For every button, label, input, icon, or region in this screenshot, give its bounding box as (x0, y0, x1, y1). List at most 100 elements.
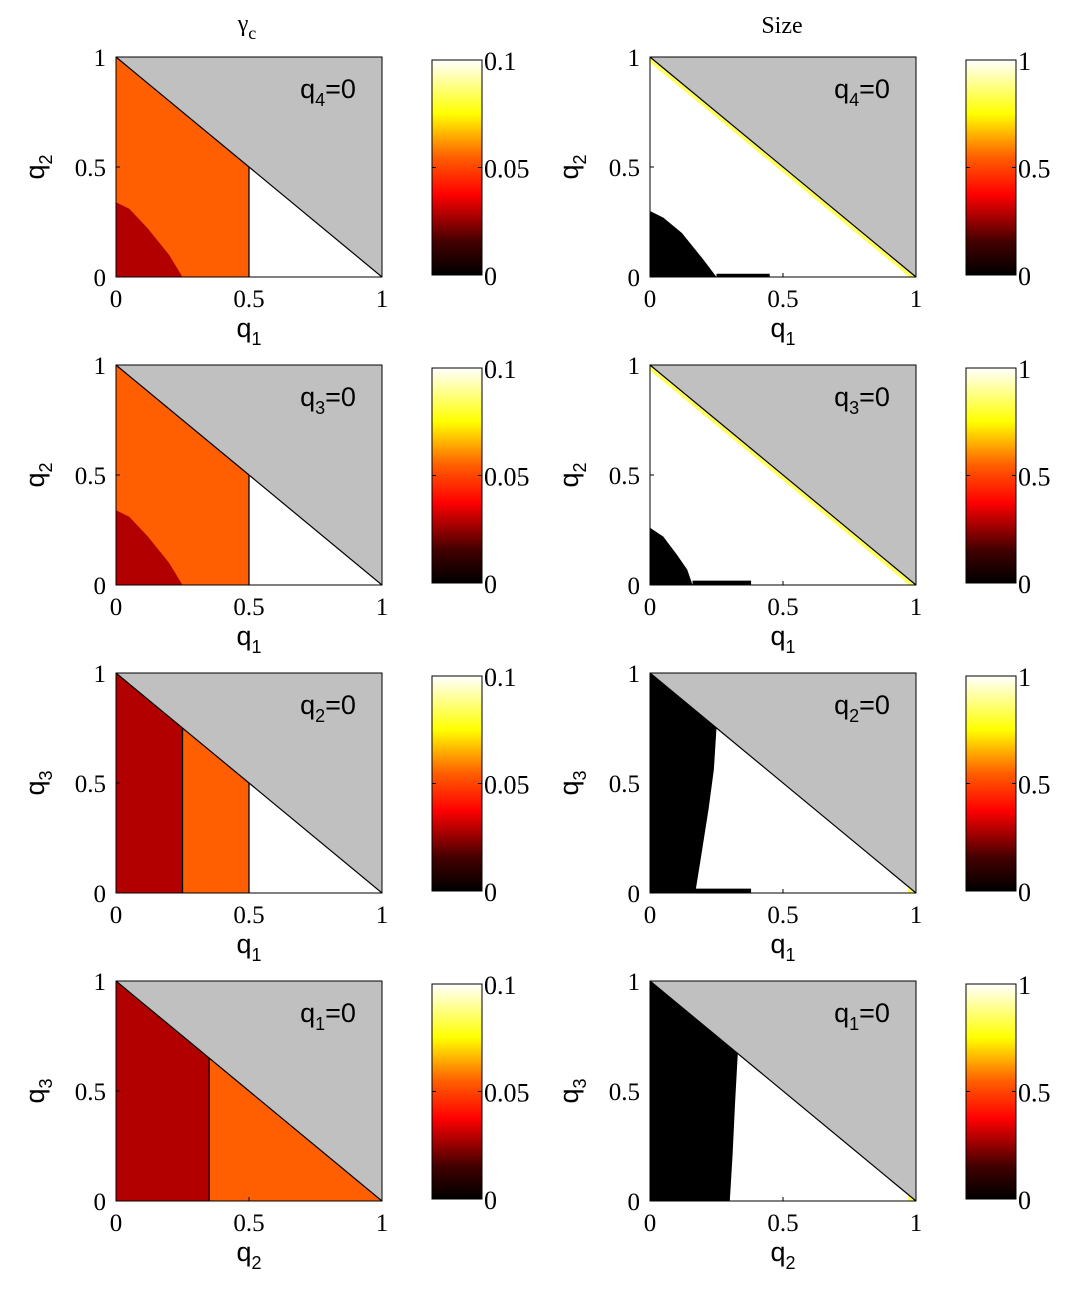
simplex-edge (649, 56, 917, 278)
y-tick-label: 1 (94, 45, 107, 72)
y-tick-label: 0 (628, 573, 641, 600)
colorbar-tick-label: 1 (1018, 355, 1031, 384)
y-axis-label: q3 (554, 770, 590, 795)
x-tick-label: 0.5 (233, 286, 264, 313)
panel-annotation: q4=0 (300, 74, 356, 110)
x-tick-label: 1 (910, 594, 923, 621)
x-tick-label: 0 (110, 902, 123, 929)
y-tick-label: 0.5 (609, 155, 640, 182)
y-axis-label: q2 (554, 154, 590, 179)
colorbar (965, 983, 1017, 1200)
y-tick-label: 0 (628, 1189, 641, 1216)
colorbar-tick-label: 0.05 (484, 155, 530, 184)
region-low_region (116, 673, 183, 893)
x-axis-label: q2 (770, 1237, 795, 1273)
colorbar (431, 59, 483, 276)
colorbar-tick-label: 0 (1018, 262, 1031, 291)
x-tick-label: 0.5 (767, 1210, 798, 1237)
region-size_zero (716, 273, 770, 277)
y-tick-label: 0 (94, 881, 107, 908)
panel-annotation: q1=0 (834, 998, 890, 1034)
region-low_region (116, 510, 183, 585)
colorbar (965, 59, 1017, 276)
x-axis-label: q1 (236, 621, 261, 657)
x-tick-label: 0.5 (233, 1210, 264, 1237)
panel-size_q2_zero: 0 0.5 1 0 0.5 1 q2=0 q1 q3 0 0.5 1 (554, 661, 1051, 965)
colorbar-tick-label: 0 (1018, 570, 1031, 599)
x-tick-label: 1 (376, 286, 389, 313)
simplex-edge (649, 364, 917, 586)
y-tick-label: 0 (94, 573, 107, 600)
colorbar-tick-label: 1 (1018, 47, 1031, 76)
y-tick-label: 0 (94, 265, 107, 292)
x-tick-label: 0.5 (767, 594, 798, 621)
simplex-edge (115, 672, 383, 894)
colorbar-tick-label: 0.05 (484, 463, 530, 492)
y-axis-label: q2 (20, 462, 56, 487)
x-tick-label: 0.5 (767, 286, 798, 313)
x-tick-label: 0 (644, 902, 657, 929)
region-low_region (116, 202, 183, 277)
title-right: Size (761, 13, 802, 39)
panel-size_q1_zero: 0 0.5 1 0 0.5 1 q1=0 q2 q3 0 0.5 1 (554, 969, 1051, 1273)
x-tick-label: 1 (910, 902, 923, 929)
colorbar-tick-label: 1 (1018, 663, 1031, 692)
region-size_zero (692, 580, 752, 585)
colorbar-tick-label: 1 (1018, 971, 1031, 1000)
colorbar (431, 675, 483, 892)
panel-size_q3_zero: 0 0.5 1 0 0.5 1 q3=0 q1 q2 0 0.5 1 (554, 353, 1051, 657)
colorbar-tick-label: 0 (1018, 878, 1031, 907)
x-tick-label: 0.5 (767, 902, 798, 929)
colorbar-tick-label: 0 (484, 1186, 497, 1215)
colorbar (431, 367, 483, 584)
colorbar-tick-label: 0 (484, 262, 497, 291)
panel-gamma_c_q4_zero: 0 0.5 1 0 0.5 1 q4=0 q1 q2 0 0.05 0.1 (20, 45, 530, 349)
simplex-edge (649, 980, 917, 1202)
region-size_zero (650, 211, 717, 277)
y-tick-label: 0 (628, 265, 641, 292)
colorbar-tick-label: 0.1 (484, 47, 517, 76)
x-axis-label: q2 (236, 1237, 261, 1273)
x-tick-label: 1 (376, 594, 389, 621)
y-tick-label: 0 (628, 881, 641, 908)
y-tick-label: 1 (628, 661, 641, 688)
y-tick-label: 0.5 (75, 1079, 106, 1106)
x-tick-label: 0 (110, 1210, 123, 1237)
region-mid_region (116, 57, 249, 277)
y-tick-label: 1 (628, 353, 641, 380)
colorbar-tick-label: 0.5 (1018, 1079, 1051, 1108)
colorbar (965, 675, 1017, 892)
x-axis-label: q1 (770, 313, 795, 349)
x-axis-label: q1 (770, 929, 795, 965)
colorbar-tick-label: 0.05 (484, 771, 530, 800)
simplex-edge (115, 56, 383, 278)
y-axis-label: q3 (20, 770, 56, 795)
y-tick-label: 1 (94, 969, 107, 996)
panel-annotation: q3=0 (834, 382, 890, 418)
panel-annotation: q3=0 (300, 382, 356, 418)
colorbar-tick-label: 0 (484, 878, 497, 907)
region-mid_region (116, 365, 249, 585)
panel-annotation: q2=0 (834, 690, 890, 726)
colorbar-tick-label: 0 (484, 570, 497, 599)
title-left: γc (237, 11, 257, 43)
y-axis-label: q3 (20, 1078, 56, 1103)
region-low_region (116, 981, 210, 1201)
y-tick-label: 1 (94, 661, 107, 688)
x-axis-label: q1 (236, 313, 261, 349)
y-tick-label: 0.5 (609, 1079, 640, 1106)
panel-annotation: q1=0 (300, 998, 356, 1034)
panel-annotation: q2=0 (300, 690, 356, 726)
colorbar-tick-label: 0 (1018, 1186, 1031, 1215)
panel-gamma_c_q2_zero: 0 0.5 1 0 0.5 1 q2=0 q1 q3 0 0.05 0.1 (20, 661, 530, 965)
x-tick-label: 0 (644, 594, 657, 621)
y-tick-label: 0 (94, 1189, 107, 1216)
region-size_zero (650, 527, 693, 585)
panel-gamma_c_q1_zero: 0 0.5 1 0 0.5 1 q1=0 q2 q3 0 0.05 0.1 (20, 969, 530, 1273)
y-axis-label: q2 (20, 154, 56, 179)
colorbar (431, 983, 483, 1200)
y-axis-label: q3 (554, 1078, 590, 1103)
x-tick-label: 0.5 (233, 594, 264, 621)
x-tick-label: 0 (110, 594, 123, 621)
y-tick-label: 0.5 (609, 771, 640, 798)
